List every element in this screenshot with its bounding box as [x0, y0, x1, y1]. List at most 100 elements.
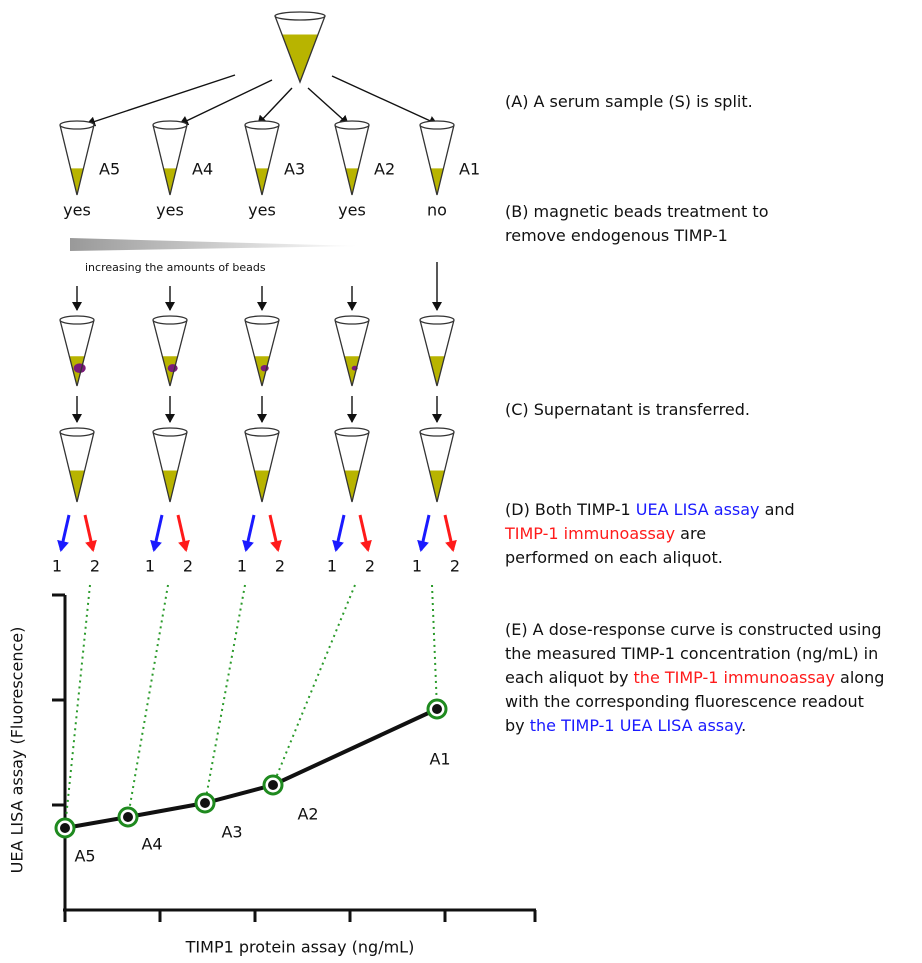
tube-outline [244, 431, 280, 503]
arrow [242, 514, 256, 552]
text-segment: and [760, 500, 795, 519]
text-segment: TIMP-1 immunoassay [504, 524, 675, 543]
tube [334, 427, 370, 503]
beads [167, 364, 178, 373]
text-segment: (C) Supernatant is transferred. [505, 400, 750, 419]
point-label: A1 [429, 750, 450, 769]
text-segment: UEA LISA assay [636, 500, 760, 519]
arrow [358, 514, 372, 552]
assay-1: 1 [327, 557, 337, 576]
text-segment: the TIMP-1 UEA LISA assay [530, 716, 743, 735]
tube [419, 315, 455, 387]
tube-outline [334, 319, 370, 387]
text-segment: each aliquot by [505, 668, 634, 687]
liquid [254, 470, 270, 502]
guide-line [204, 584, 246, 804]
liquid [345, 168, 359, 195]
assay-2: 2 [275, 557, 285, 576]
tube-outline [274, 15, 326, 84]
beads-label: increasing the amounts of beads [85, 261, 266, 274]
tube [334, 315, 370, 387]
liquid [255, 168, 269, 195]
liquid [162, 470, 178, 502]
assay-2: 2 [90, 557, 100, 576]
tube-rim [419, 120, 455, 130]
tube [419, 120, 455, 196]
step-text: performed on each aliquot. [505, 548, 723, 567]
text-segment: are [675, 524, 706, 543]
text-segment: (D) Both TIMP-1 [505, 500, 636, 519]
arrow [307, 87, 349, 125]
text-segment: along [835, 668, 884, 687]
point [432, 704, 442, 714]
tube-label: A2 [374, 160, 395, 179]
point-label: A3 [221, 823, 242, 842]
tube-rim [244, 120, 280, 130]
tube [274, 11, 326, 84]
text-segment: (E) A dose-response curve is constructed… [505, 620, 882, 639]
tube-rim [152, 315, 188, 325]
tube-rim [419, 315, 455, 325]
tube-rim [244, 427, 280, 437]
text-segment: . [741, 716, 746, 735]
liquid [282, 34, 318, 82]
x-axis-label: TIMP1 protein assay (ng/mL) [185, 938, 415, 957]
text-segment: by [505, 716, 530, 735]
tube-rim [274, 11, 326, 21]
step-text: with the corresponding fluorescence read… [505, 692, 864, 711]
tube-rim [334, 427, 370, 437]
arrow [176, 514, 190, 552]
tube [152, 315, 188, 387]
tube-outline [59, 319, 95, 387]
guide-line [127, 584, 169, 818]
liquid [429, 356, 445, 386]
point-label: A5 [74, 847, 95, 866]
tube-rim [59, 427, 95, 437]
tube-label: A3 [284, 160, 305, 179]
tube-outline [244, 319, 280, 387]
liquid [344, 470, 360, 502]
step-text: remove endogenous TIMP-1 [505, 226, 728, 245]
tube [59, 427, 95, 503]
tube [244, 427, 280, 503]
liquid [163, 168, 177, 195]
liquid [69, 470, 85, 502]
guide-line [272, 584, 356, 786]
assay-2: 2 [450, 557, 460, 576]
tube-outline [59, 431, 95, 503]
tube-label: A5 [99, 160, 120, 179]
treatment: yes [63, 201, 91, 220]
arrow [83, 514, 97, 552]
tube-outline [152, 431, 188, 503]
tube-outline [59, 124, 95, 196]
point [60, 823, 70, 833]
tube-outline [419, 319, 455, 387]
beads-gradient [70, 238, 360, 251]
tube-outline [244, 124, 280, 196]
treatment: yes [338, 201, 366, 220]
point [123, 812, 133, 822]
arrow [179, 79, 273, 126]
arrow [86, 74, 236, 127]
arrow [443, 514, 457, 552]
tube [152, 427, 188, 503]
tube [244, 120, 280, 196]
tube [419, 427, 455, 503]
tube-outline [419, 124, 455, 196]
step-text: (C) Supernatant is transferred. [505, 400, 750, 419]
arrow [331, 75, 438, 126]
step-text: the measured TIMP-1 concentration (ng/mL… [505, 644, 878, 663]
point [268, 780, 278, 790]
point-label: A2 [297, 805, 318, 824]
tube [59, 315, 95, 387]
text-segment: the measured TIMP-1 concentration (ng/mL… [505, 644, 878, 663]
step-text: by the TIMP-1 UEA LISA assay. [505, 716, 746, 735]
text-segment: with the corresponding fluorescence read… [505, 692, 864, 711]
point [200, 798, 210, 808]
tube-rim [152, 427, 188, 437]
treatment: yes [156, 201, 184, 220]
step-text: (E) A dose-response curve is constructed… [505, 620, 882, 639]
step-text: (D) Both TIMP-1 UEA LISA assay and [505, 500, 795, 519]
arrow [57, 514, 71, 552]
